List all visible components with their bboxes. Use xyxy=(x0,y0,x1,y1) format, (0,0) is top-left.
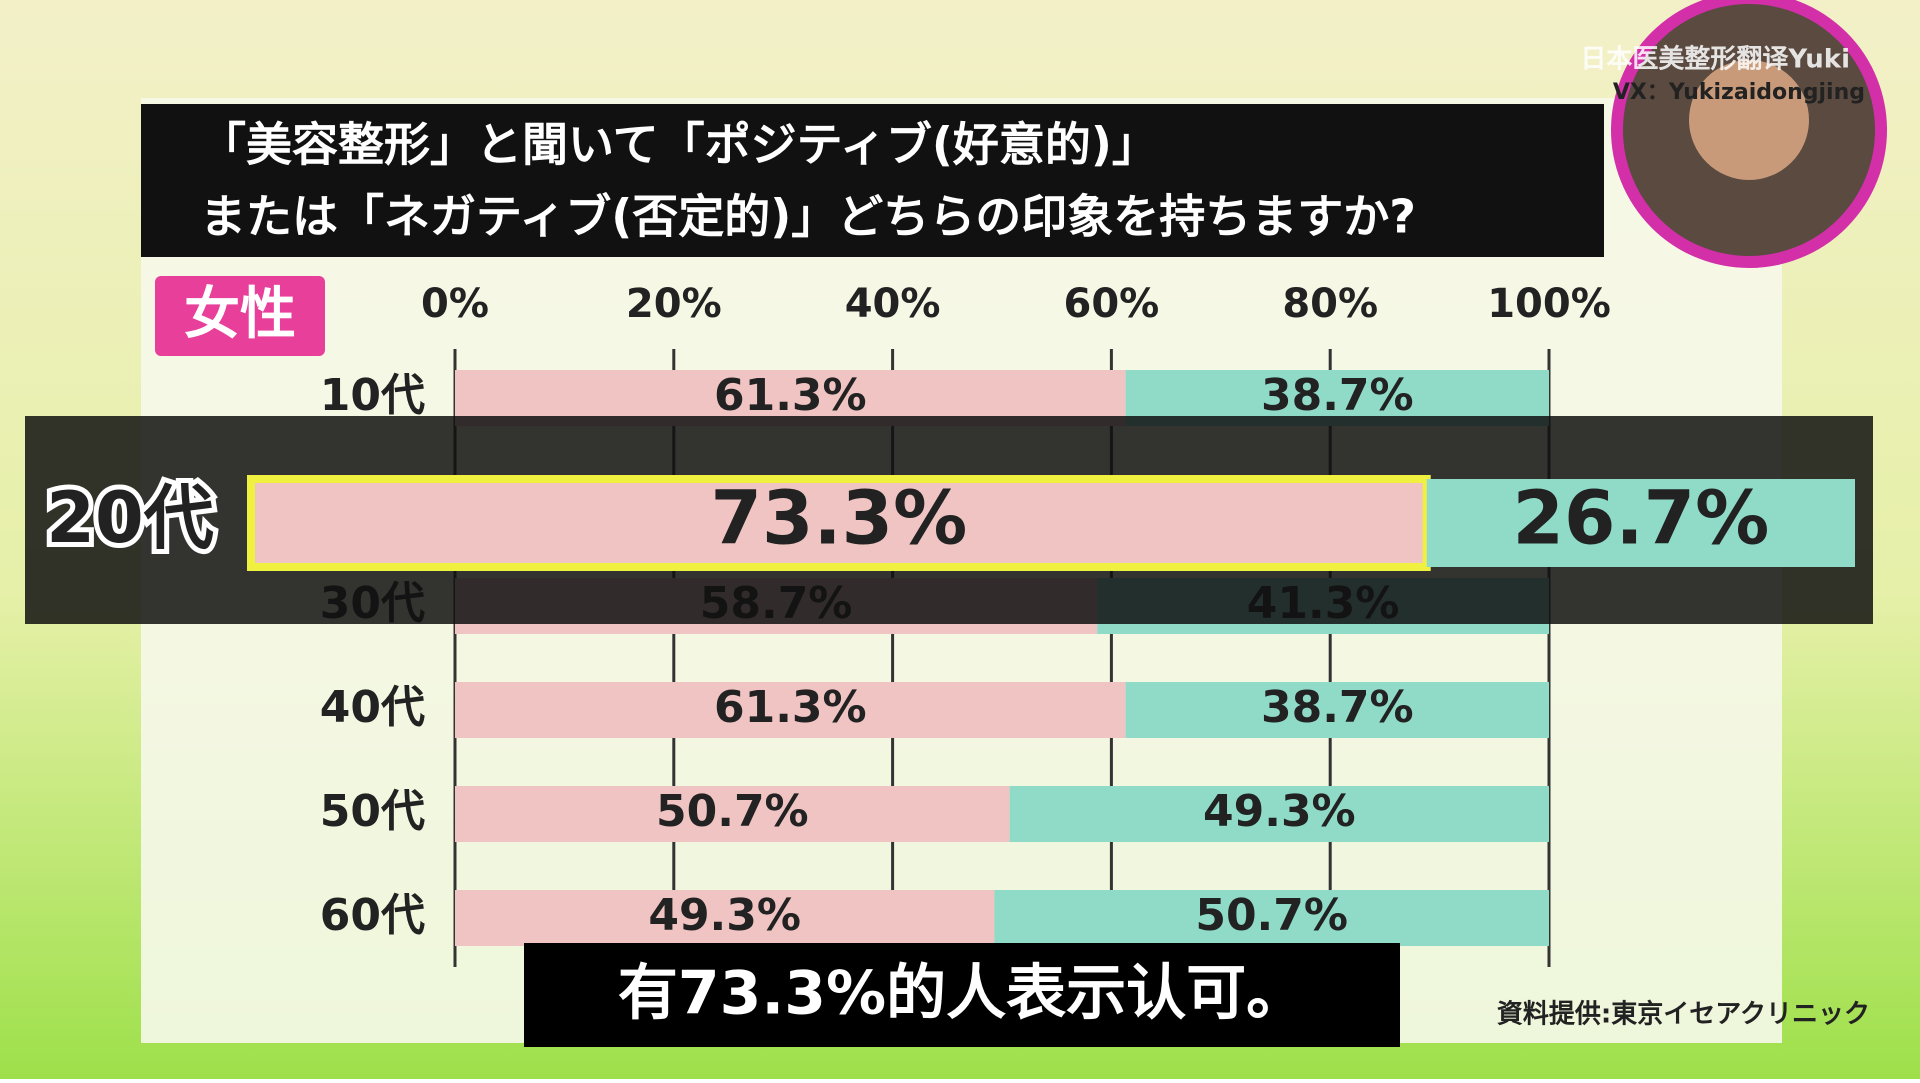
value-label: 49.3% xyxy=(1203,786,1356,837)
caption: 有73.3%的人表示认可。 xyxy=(618,959,1306,1029)
value-label: 61.3% xyxy=(714,682,867,733)
value-label: 61.3% xyxy=(714,370,867,421)
value-label: 73.3% xyxy=(710,476,967,562)
x-tick-label: 100% xyxy=(1487,281,1611,327)
category-label: 50代 xyxy=(320,786,425,837)
group-badge xyxy=(155,276,325,356)
value-label: 38.7% xyxy=(1261,370,1414,421)
host-face xyxy=(1689,60,1809,180)
watermark: 日本医美整形翻译Yuki xyxy=(1580,44,1850,75)
title-line: または「ネガティブ(否定的)」どちらの印象を持ちますか? xyxy=(200,190,1416,244)
value-label: 50.7% xyxy=(1195,890,1348,941)
bar-segment xyxy=(994,890,1549,946)
bar-segment xyxy=(455,890,995,946)
caption-box xyxy=(524,943,1400,1047)
bar-segment xyxy=(1125,682,1549,738)
x-tick-label: 20% xyxy=(626,281,722,327)
bar-segment xyxy=(455,682,1126,738)
group-label: 女性 xyxy=(184,282,296,347)
bar-segment xyxy=(455,786,1010,842)
category-label: 60代 xyxy=(320,890,425,941)
x-tick-label: 80% xyxy=(1282,281,1378,327)
bar-segment xyxy=(1009,786,1549,842)
category-label: 20代 xyxy=(46,477,213,559)
x-tick-label: 60% xyxy=(1064,281,1160,327)
bar-segment xyxy=(247,475,1431,571)
title-line: 「美容整形」と聞いて「ポジティブ(好意的)」 xyxy=(200,118,1158,172)
value-label: 26.7% xyxy=(1512,476,1769,562)
category-label: 40代 xyxy=(320,682,425,733)
value-label: 49.3% xyxy=(648,890,801,941)
x-tick-label: 40% xyxy=(845,281,941,327)
plot: 0%20%40%60%80%100%10代61.3%38.7%30代58.7%4… xyxy=(25,281,1873,967)
category-label: 10代 xyxy=(320,370,425,421)
source: 資料提供:東京イセアクリニック xyxy=(1497,999,1870,1030)
value-label: 38.7% xyxy=(1261,682,1414,733)
value-label: 50.7% xyxy=(656,786,809,837)
x-tick-label: 0% xyxy=(421,281,489,327)
title-band xyxy=(141,104,1604,257)
bar-segment xyxy=(1426,479,1855,567)
watermark: VX：Yukizaidongjing xyxy=(1613,80,1865,105)
